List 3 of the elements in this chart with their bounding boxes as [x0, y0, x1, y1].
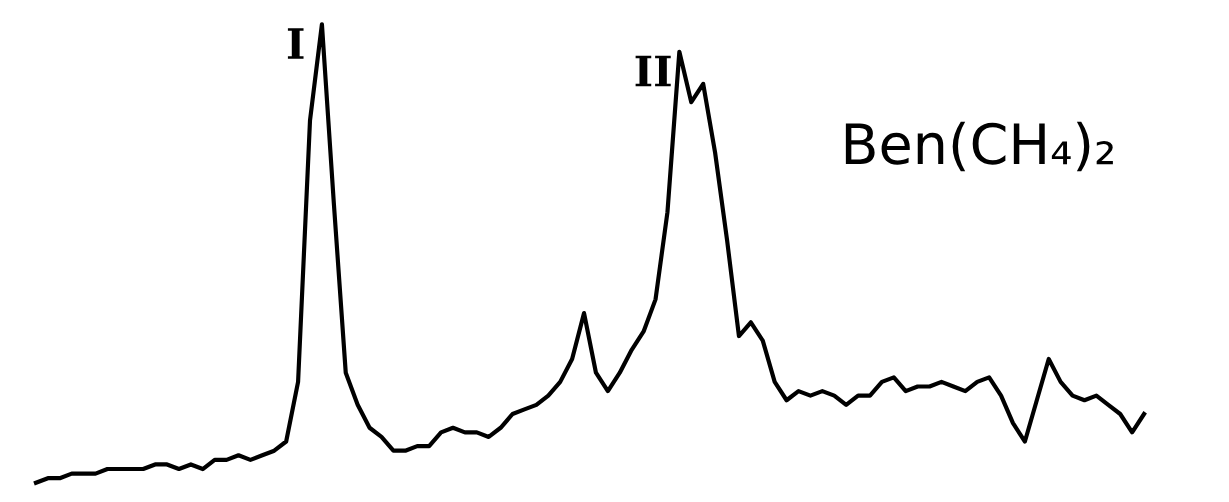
annotation: I: [287, 28, 304, 59]
annotation: II: [635, 55, 671, 87]
text: Ben(CH₄)₂: [845, 121, 1113, 172]
